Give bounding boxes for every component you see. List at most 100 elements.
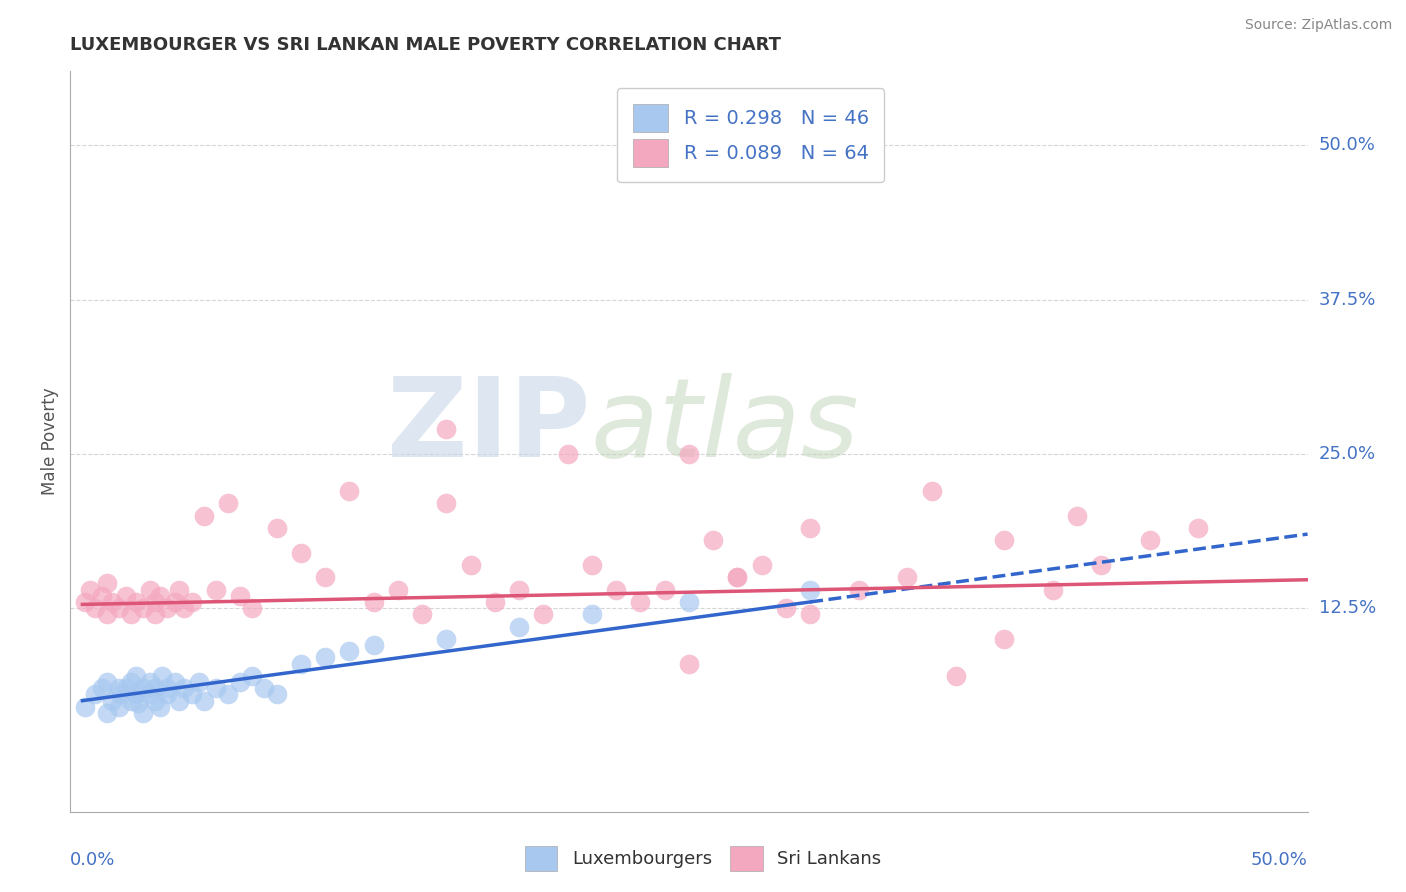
Point [605, 582, 627, 597]
Text: 50.0%: 50.0% [1251, 851, 1308, 869]
Text: 37.5%: 37.5% [1319, 291, 1376, 309]
Point [266, 521, 288, 535]
Point [187, 675, 209, 690]
Point [678, 595, 700, 609]
Point [848, 582, 870, 597]
Point [799, 582, 821, 597]
Text: 50.0%: 50.0% [1319, 136, 1375, 154]
Text: atlas: atlas [591, 373, 859, 480]
Point [139, 675, 162, 690]
Point [460, 558, 482, 572]
Point [314, 650, 336, 665]
Point [727, 570, 749, 584]
Point [143, 681, 166, 696]
Point [173, 601, 195, 615]
Point [127, 696, 149, 710]
Point [193, 508, 215, 523]
Point [96, 607, 118, 622]
Point [1187, 521, 1209, 535]
Point [581, 558, 603, 572]
Point [678, 447, 700, 461]
Point [253, 681, 276, 696]
Point [125, 595, 148, 609]
Point [240, 601, 263, 615]
Point [90, 681, 112, 696]
Point [993, 632, 1015, 646]
Point [96, 576, 118, 591]
Point [799, 607, 821, 622]
Point [163, 595, 186, 609]
Text: 25.0%: 25.0% [1319, 445, 1376, 463]
Point [79, 582, 101, 597]
Point [484, 595, 506, 609]
Point [143, 595, 166, 609]
Point [149, 589, 172, 603]
Point [180, 688, 202, 702]
Point [120, 694, 142, 708]
Point [143, 607, 166, 622]
Point [411, 607, 433, 622]
Point [100, 595, 122, 609]
Point [156, 601, 179, 615]
Point [290, 657, 312, 671]
Point [508, 582, 530, 597]
Point [240, 669, 263, 683]
Point [132, 706, 155, 720]
Point [654, 582, 676, 597]
Point [434, 422, 457, 436]
Point [314, 570, 336, 584]
Text: ZIP: ZIP [387, 373, 591, 480]
Text: Source: ZipAtlas.com: Source: ZipAtlas.com [1244, 18, 1392, 32]
Point [799, 521, 821, 535]
Point [945, 669, 967, 683]
Point [1139, 533, 1161, 548]
Point [163, 675, 186, 690]
Point [169, 694, 191, 708]
Point [73, 595, 96, 609]
Point [628, 595, 651, 609]
Point [993, 533, 1015, 548]
Point [266, 688, 288, 702]
Point [434, 632, 457, 646]
Point [96, 675, 118, 690]
Y-axis label: Male Poverty: Male Poverty [41, 388, 59, 495]
Point [156, 681, 179, 696]
Point [1090, 558, 1112, 572]
Point [169, 582, 191, 597]
Legend: R = 0.298   N = 46, R = 0.089   N = 64: R = 0.298 N = 46, R = 0.089 N = 64 [617, 88, 884, 182]
Point [108, 601, 131, 615]
Point [143, 694, 166, 708]
Point [180, 595, 202, 609]
Point [149, 699, 172, 714]
Point [775, 601, 797, 615]
Point [217, 496, 239, 510]
Point [73, 699, 96, 714]
Text: 12.5%: 12.5% [1319, 599, 1376, 617]
Point [90, 589, 112, 603]
Point [1042, 582, 1064, 597]
Point [531, 607, 554, 622]
Point [83, 688, 105, 702]
Point [678, 657, 700, 671]
Point [108, 681, 131, 696]
Point [557, 447, 579, 461]
Point [229, 675, 252, 690]
Point [1066, 508, 1088, 523]
Point [139, 582, 162, 597]
Text: LUXEMBOURGER VS SRI LANKAN MALE POVERTY CORRELATION CHART: LUXEMBOURGER VS SRI LANKAN MALE POVERTY … [70, 36, 782, 54]
Point [229, 589, 252, 603]
Point [132, 681, 155, 696]
Point [115, 589, 138, 603]
Point [120, 675, 142, 690]
Point [100, 694, 122, 708]
Point [290, 545, 312, 560]
Point [110, 688, 132, 702]
Point [115, 681, 138, 696]
Point [136, 688, 159, 702]
Point [156, 688, 179, 702]
Point [387, 582, 409, 597]
Point [217, 688, 239, 702]
Point [132, 601, 155, 615]
Point [702, 533, 724, 548]
Point [921, 483, 943, 498]
